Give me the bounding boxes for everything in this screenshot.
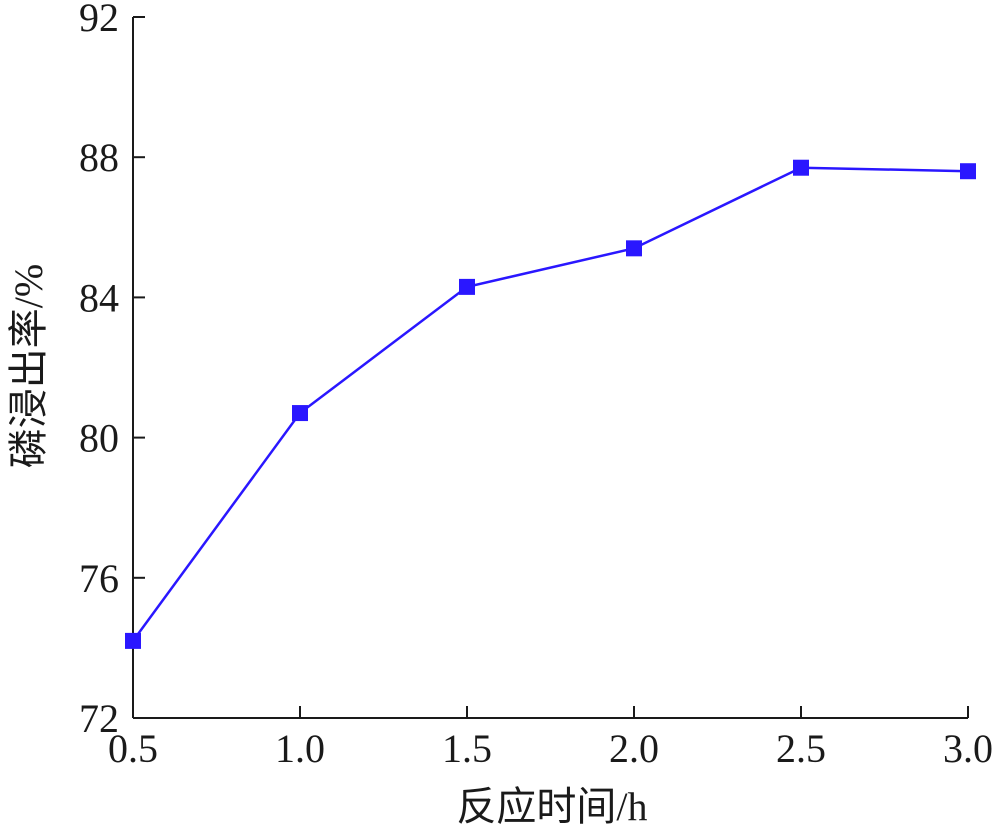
y-tick-label: 76 (79, 556, 119, 601)
x-tick-label: 1.0 (275, 726, 325, 771)
data-point-marker (793, 159, 809, 176)
y-tick-label: 88 (79, 135, 119, 180)
data-point-marker (626, 240, 642, 257)
series (125, 159, 976, 649)
series-line (131, 166, 969, 642)
y-axis-title: 磷浸出率/% (6, 264, 51, 468)
data-point-marker (459, 278, 475, 295)
x-tick-label: 2.5 (776, 726, 826, 771)
x-tick-label: 1.5 (442, 726, 492, 771)
data-point-marker (960, 163, 976, 180)
axes (132, 17, 968, 719)
ticks: 72 76 80 84 88 92 0.5 1.0 1.5 2.0 2.5 3.0 (79, 0, 993, 771)
x-tick-label: 2.0 (609, 726, 659, 771)
y-tick-label: 84 (79, 275, 119, 320)
data-point-marker (125, 632, 141, 649)
data-point-marker (292, 405, 308, 422)
y-tick-label: 80 (79, 416, 119, 461)
y-tick-label: 92 (79, 0, 119, 40)
y-tick-label: 72 (79, 696, 119, 741)
x-tick-label: 3.0 (943, 726, 993, 771)
x-tick-label: 0.5 (108, 726, 158, 771)
x-axis-title: 反应时间/h (456, 784, 647, 829)
